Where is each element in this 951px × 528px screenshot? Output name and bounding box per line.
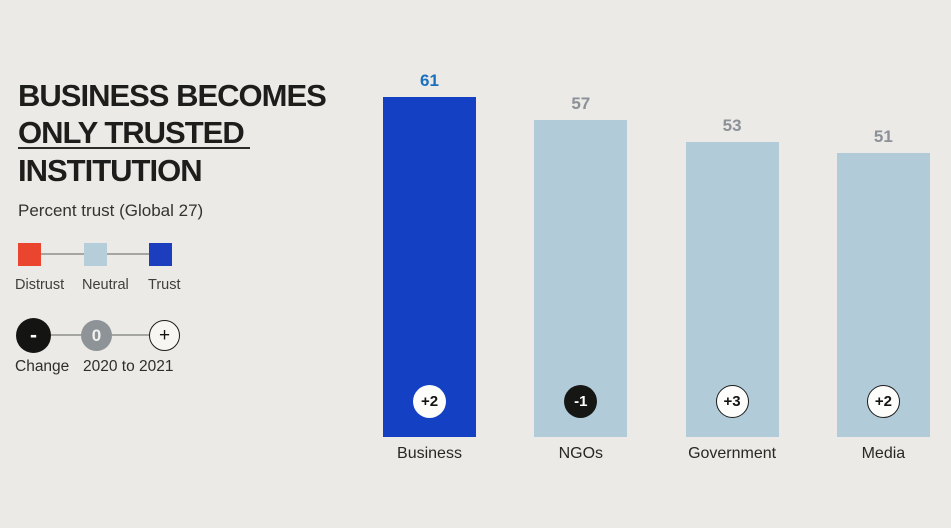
value-label-government: 53 bbox=[722, 116, 742, 135]
legend-label-trust: Trust bbox=[148, 277, 181, 293]
value-label-media: 51 bbox=[873, 127, 893, 146]
plus-circle-icon: + bbox=[149, 320, 180, 351]
page-title-line-3: INSTITUTION bbox=[18, 153, 203, 188]
minus-circle-icon: - bbox=[16, 318, 51, 353]
title-underline bbox=[18, 147, 250, 149]
change-badge-ngos: -1 bbox=[564, 385, 598, 418]
bar-business bbox=[383, 97, 476, 437]
page-title-line-1: BUSINESS BECOMES bbox=[18, 78, 327, 113]
page-title-line-2: ONLY TRUSTED bbox=[18, 115, 245, 150]
legend-label-distrust: Distrust bbox=[15, 277, 65, 293]
chart-subtitle: Percent trust (Global 27) bbox=[18, 201, 204, 220]
change-legend-label: Change bbox=[15, 358, 70, 375]
bar-ngos bbox=[534, 120, 628, 437]
value-label-business: 61 bbox=[420, 71, 439, 90]
change-badge-business: +2 bbox=[413, 385, 446, 418]
category-label-ngos: NGOs bbox=[558, 445, 604, 462]
legend-swatch-trust bbox=[149, 243, 172, 266]
category-label-government: Government bbox=[688, 445, 777, 462]
category-label-media: Media bbox=[861, 445, 906, 462]
category-label-business: Business bbox=[397, 445, 462, 462]
legend-label-neutral: Neutral bbox=[82, 277, 129, 293]
change-badge-government: +3 bbox=[715, 385, 749, 418]
zero-circle-icon: 0 bbox=[81, 320, 112, 351]
legend-swatch-neutral bbox=[84, 243, 107, 266]
change-period-label: 2020 to 2021 bbox=[83, 358, 174, 375]
change-badge-media: +2 bbox=[866, 385, 900, 418]
legend-swatch-distrust bbox=[18, 243, 41, 266]
value-label-ngos: 57 bbox=[571, 94, 591, 113]
